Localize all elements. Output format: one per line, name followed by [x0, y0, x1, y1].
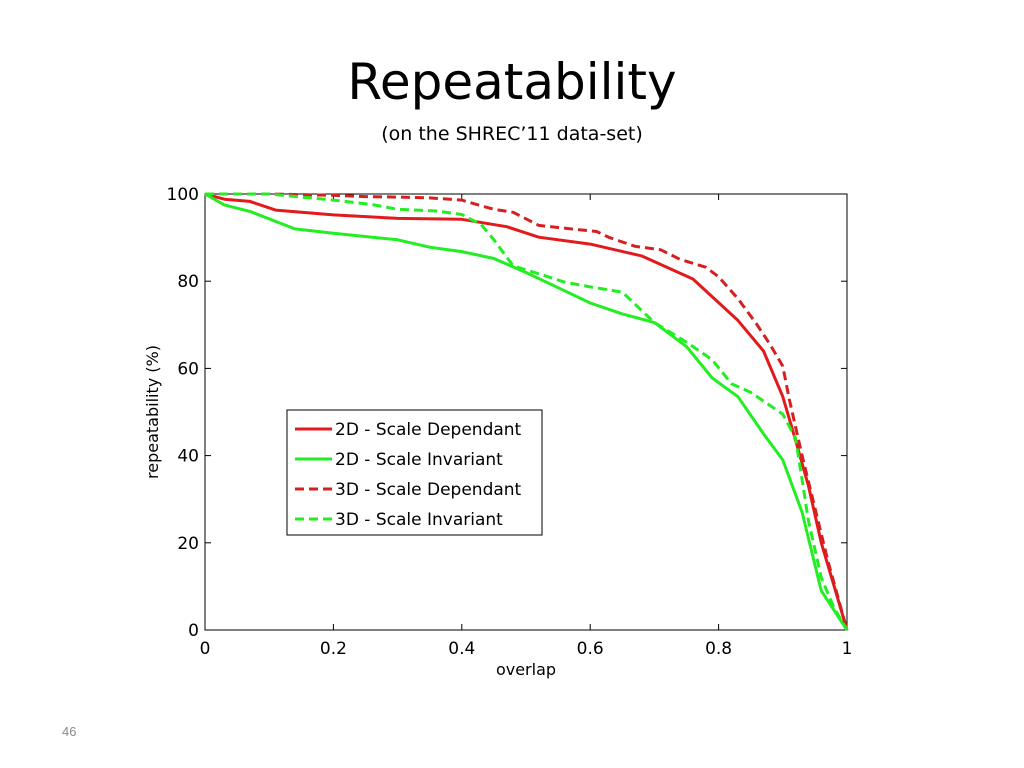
- y-axis-label: repeatability (%): [143, 345, 162, 479]
- legend-label-4: 3D - Scale Invariant: [335, 510, 503, 530]
- x-axis-label: overlap: [496, 660, 556, 679]
- slide-title: Repeatability: [347, 53, 677, 111]
- x-tick-label: 1: [842, 639, 853, 659]
- series-line-1: [204, 192, 849, 631]
- y-tick-label: 0: [188, 621, 199, 641]
- legend-label-2: 2D - Scale Invariant: [335, 450, 503, 470]
- legend-box: [286, 409, 543, 536]
- y-tick-label: 80: [177, 272, 199, 292]
- y-tick-label: 100: [167, 185, 199, 205]
- y-tick-label: 20: [177, 534, 199, 554]
- x-tick-label: 0: [200, 639, 211, 659]
- series-line-4: [205, 192, 849, 631]
- series-line-2: [204, 192, 849, 631]
- y-tick-label: 60: [177, 359, 199, 379]
- slide-subtitle: (on the SHREC’11 data-set): [381, 123, 643, 145]
- x-tick-label: 0.4: [448, 639, 475, 659]
- x-tick-label: 0.6: [577, 639, 604, 659]
- x-tick-label: 0.2: [320, 639, 347, 659]
- legend-label-3: 3D - Scale Dependant: [335, 480, 522, 500]
- x-tick-label: 0.8: [705, 639, 732, 659]
- legend-label-1: 2D - Scale Dependant: [335, 420, 522, 440]
- y-tick-label: 40: [177, 447, 199, 467]
- page-number: 46: [62, 724, 77, 739]
- series-line-3: [205, 192, 849, 631]
